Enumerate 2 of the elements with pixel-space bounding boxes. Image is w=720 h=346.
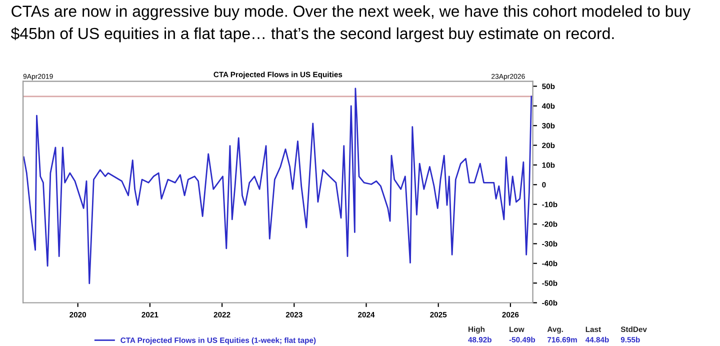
chart-title: CTAs are now in aggressive buy mode. Over the next week, we have this cohort modeled to buy $45bn of US equities in a flat tape… that’s the second largest buy estimate on record. xyxy=(10,5,691,42)
line-series xyxy=(23,88,532,284)
